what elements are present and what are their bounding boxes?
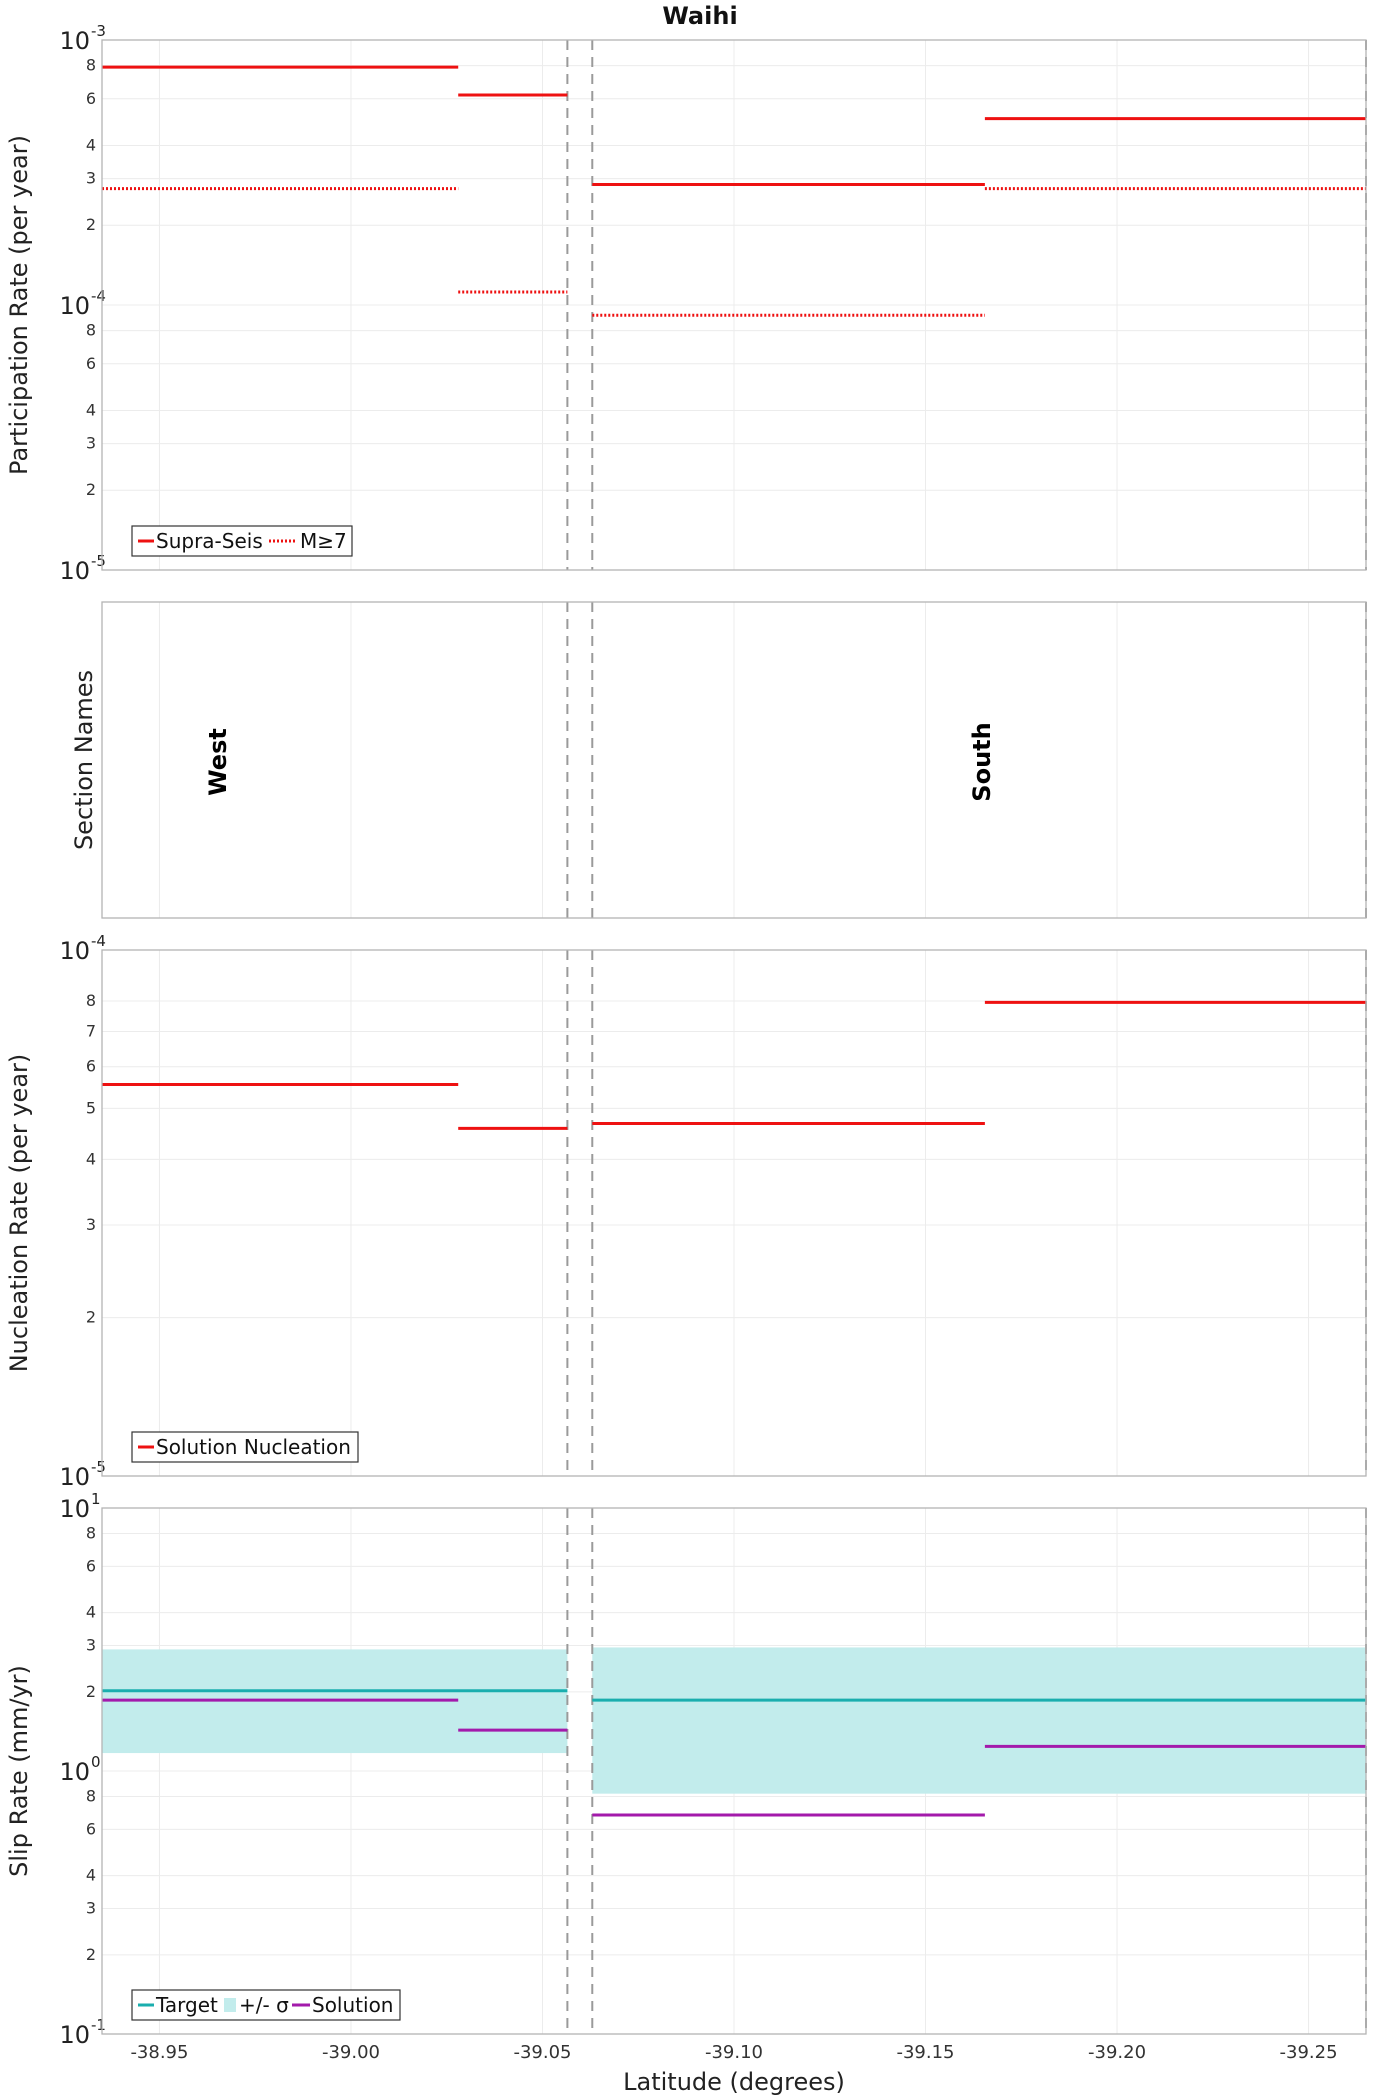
y-major-tick-label: 10 xyxy=(59,1463,90,1491)
y-tick-exponent: -5 xyxy=(91,552,106,570)
y-minor-tick-label: 8 xyxy=(86,1523,96,1542)
y-minor-tick-label: 4 xyxy=(86,1149,96,1168)
y-major-tick-label: 10 xyxy=(59,27,90,55)
y-tick-exponent: 0 xyxy=(91,1753,101,1771)
participation-frame xyxy=(101,39,1367,571)
y-minor-tick-label: 8 xyxy=(86,1786,96,1805)
y-minor-tick-label: 4 xyxy=(86,1866,96,1885)
section-names-frame xyxy=(101,601,1367,919)
y-minor-tick-label: 2 xyxy=(86,215,96,234)
participation-legend: Supra-Seis M≥7 xyxy=(131,525,353,557)
slip-rate-legend: Target +/- σ Solution xyxy=(131,1989,401,2021)
slip-rate-frame xyxy=(101,1507,1367,2035)
y-minor-tick-label: 6 xyxy=(86,1057,96,1076)
legend-sigma: +/- σ xyxy=(239,1993,289,2017)
y-tick-exponent: -5 xyxy=(91,1458,106,1476)
x-tick-label: -39.05 xyxy=(513,2042,571,2063)
y-minor-tick-label: 2 xyxy=(86,1308,96,1327)
y-tick-exponent: 1 xyxy=(91,1490,101,1508)
section-names-panel: Section Names West South xyxy=(70,601,1367,919)
chart-title: Waihi xyxy=(662,2,737,30)
legend-supra-seis: Supra-Seis xyxy=(156,529,263,553)
y-minor-tick-label: 2 xyxy=(86,480,96,499)
slip-rate-ylabel: Slip Rate (mm/yr) xyxy=(5,1665,33,1877)
y-major-tick-label: 10 xyxy=(59,557,90,585)
y-minor-tick-label: 6 xyxy=(86,1556,96,1575)
nucleation-frame xyxy=(101,949,1367,1477)
y-minor-tick-label: 7 xyxy=(86,1021,96,1040)
y-major-tick-label: 10 xyxy=(59,937,90,965)
y-minor-tick-label: 6 xyxy=(86,354,96,373)
participation-ylabel: Participation Rate (per year) xyxy=(5,135,33,475)
y-minor-tick-label: 2 xyxy=(86,1945,96,1964)
section-name-south: South xyxy=(968,722,996,801)
y-tick-exponent: -4 xyxy=(91,932,106,950)
y-major-tick-label: 10 xyxy=(59,292,90,320)
nucleation-legend: Solution Nucleation xyxy=(131,1431,359,1463)
y-major-tick-label: 10 xyxy=(59,1758,90,1786)
y-tick-exponent: -4 xyxy=(91,287,106,305)
x-tick-label: -39.20 xyxy=(1088,2042,1146,2063)
y-minor-tick-label: 4 xyxy=(86,1603,96,1622)
y-minor-tick-label: 3 xyxy=(86,1899,96,1918)
nucleation-ylabel: Nucleation Rate (per year) xyxy=(5,1054,33,1373)
legend-solution: Solution xyxy=(312,1993,393,2017)
legend-target: Target xyxy=(155,1993,218,2017)
y-major-tick-label: 10 xyxy=(59,2021,90,2049)
y-minor-tick-label: 8 xyxy=(86,56,96,75)
x-axis-label: Latitude (degrees) xyxy=(623,2068,845,2096)
section-names-ylabel: Section Names xyxy=(70,670,98,850)
y-minor-tick-label: 3 xyxy=(86,169,96,188)
x-tick-label: -39.15 xyxy=(896,2042,954,2063)
y-minor-tick-label: 5 xyxy=(86,1098,96,1117)
y-minor-tick-label: 8 xyxy=(86,991,96,1010)
y-minor-tick-label: 6 xyxy=(86,89,96,108)
y-tick-exponent: -1 xyxy=(91,2016,106,2034)
y-minor-tick-label: 8 xyxy=(86,321,96,340)
legend-solution-nucleation: Solution Nucleation xyxy=(156,1435,351,1459)
y-minor-tick-label: 3 xyxy=(86,1215,96,1234)
x-tick-label: -38.95 xyxy=(130,2042,188,2063)
section-name-west: West xyxy=(204,728,232,796)
y-minor-tick-label: 4 xyxy=(86,400,96,419)
y-minor-tick-label: 2 xyxy=(86,1682,96,1701)
x-tick-label: -39.25 xyxy=(1280,2042,1338,2063)
y-major-tick-label: 10 xyxy=(59,1495,90,1523)
y-minor-tick-label: 6 xyxy=(86,1819,96,1838)
y-minor-tick-label: 3 xyxy=(86,1636,96,1655)
y-minor-tick-label: 4 xyxy=(86,135,96,154)
y-tick-exponent: -3 xyxy=(91,22,106,40)
x-tick-label: -39.10 xyxy=(705,2042,763,2063)
sigma-band xyxy=(592,1647,1366,1794)
y-minor-tick-label: 3 xyxy=(86,434,96,453)
legend-m7: M≥7 xyxy=(300,529,347,553)
x-tick-label: -39.00 xyxy=(322,2042,380,2063)
